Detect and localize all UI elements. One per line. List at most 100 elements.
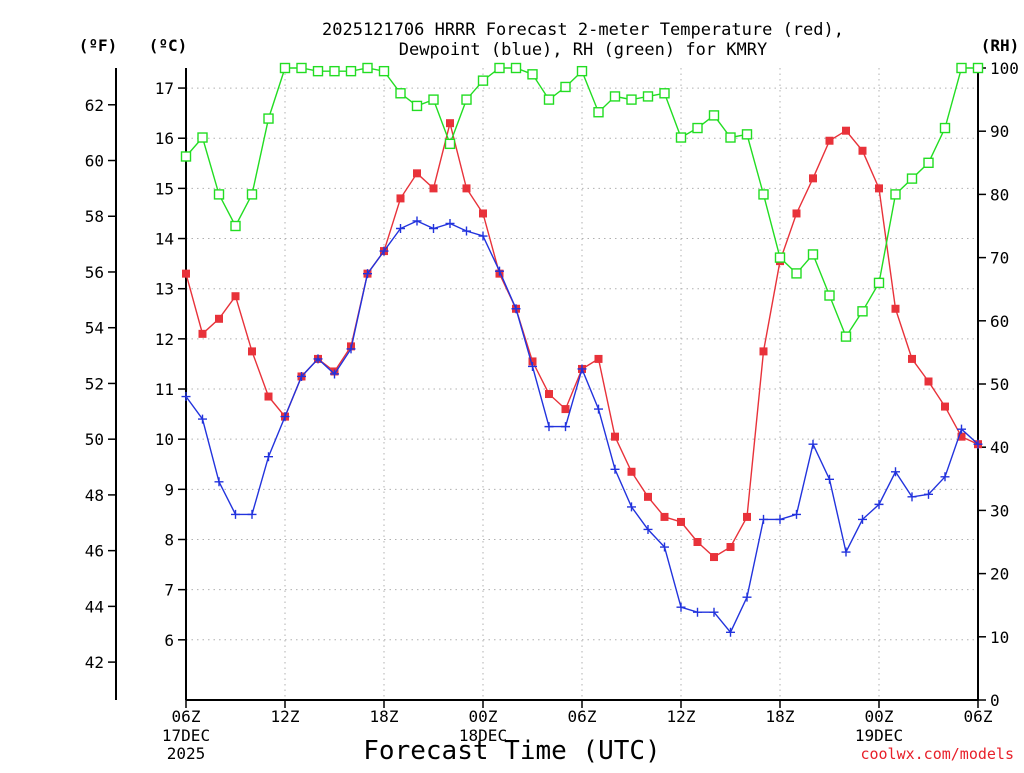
axes: 6 7 8 9 10 11 12 13 14 15 16 17 42 44 46 48 50 52 54 56 58 60… <box>85 59 1019 763</box>
temperature-point <box>413 169 421 178</box>
dewpoint-point <box>676 602 686 612</box>
rh-point <box>890 189 901 200</box>
fahrenheit-tick-label: 44 <box>85 597 104 616</box>
dewpoint-point <box>775 514 785 524</box>
rh-point <box>741 129 753 140</box>
temperature-point <box>462 184 471 193</box>
rh-tick-label: 60 <box>990 312 1009 331</box>
dewpoint-point <box>594 404 603 414</box>
temperature-point <box>924 377 933 386</box>
rh-point <box>411 100 423 112</box>
chart-title: 2025121706 HRRR Forecast 2-meter Tempera… <box>322 20 844 40</box>
dewpoint-point <box>924 489 933 499</box>
temperature-point <box>644 492 652 501</box>
dewpoint-point <box>973 439 983 449</box>
rh-point <box>857 306 868 317</box>
x-tick-label: 06Z <box>964 707 993 726</box>
fahrenheit-tick-label: 46 <box>85 542 104 561</box>
x-tick-label: 12Z <box>667 707 696 726</box>
rh-point <box>180 151 192 162</box>
rh-point <box>725 132 736 143</box>
rh-point <box>873 277 885 289</box>
rh-point <box>791 268 802 279</box>
rh-point <box>956 62 967 74</box>
x-date-label: 17DEC <box>162 726 210 745</box>
credit-label: coolwx.com/models <box>860 745 1014 763</box>
rh-point <box>840 331 852 342</box>
dewpoint-point <box>412 216 422 226</box>
rh-point <box>642 91 654 102</box>
rh-tick-label: 30 <box>990 501 1009 520</box>
rh-point <box>675 132 687 143</box>
rh-point <box>510 62 522 74</box>
rh-point <box>477 75 489 86</box>
temperature-point <box>215 314 223 323</box>
rh-tick-label: 90 <box>990 122 1009 141</box>
dewpoint-point <box>577 364 587 374</box>
dewpoint-point <box>940 472 950 482</box>
dewpoint-point <box>247 509 257 519</box>
rh-point <box>296 62 307 74</box>
rh-tick-label: 0 <box>990 691 1000 710</box>
rh-point <box>609 91 621 102</box>
dewpoint-point <box>907 492 917 502</box>
temperature-point <box>743 512 751 521</box>
dewpoint-point <box>858 514 867 524</box>
dewpoint-point <box>396 224 405 234</box>
dewpoint-point <box>891 467 900 477</box>
dewpoint-point <box>330 369 339 379</box>
temperature-point <box>726 543 735 552</box>
dewpoint-point <box>429 224 438 234</box>
rh-point <box>428 94 439 105</box>
x-tick-label: 00Z <box>865 707 894 726</box>
temperature-point <box>611 432 619 441</box>
celsius-tick-label: 12 <box>155 330 174 349</box>
celsius-tick-label: 15 <box>155 179 174 198</box>
temperature-point <box>759 347 768 356</box>
temperature-point <box>825 136 834 145</box>
grid <box>186 68 978 700</box>
celsius-tick-label: 9 <box>164 480 174 499</box>
dewpoint-point <box>808 439 818 449</box>
rh-point <box>246 189 258 200</box>
dewpoint-point <box>346 344 356 354</box>
temperature-point <box>627 467 636 476</box>
rh-line <box>185 67 978 339</box>
x-tick-label: 00Z <box>469 707 498 726</box>
rh-tick-label: 10 <box>990 628 1009 647</box>
celsius-unit-label: (ºC) <box>149 36 188 55</box>
rh-point <box>329 65 340 77</box>
rh-point <box>461 94 472 105</box>
rh-point <box>345 65 357 77</box>
dewpoint-point <box>280 412 290 422</box>
x-tick-label: 06Z <box>568 707 597 726</box>
rh-tick-label: 50 <box>990 375 1009 394</box>
x-axis-title: Forecast Time (UTC) <box>363 736 660 766</box>
temperature-point <box>248 347 256 356</box>
dewpoint-point <box>181 392 191 402</box>
rh-tick-label: 80 <box>990 185 1009 204</box>
rh-point <box>560 81 571 93</box>
dewpoint-point <box>264 452 273 462</box>
celsius-tick-label: 17 <box>155 79 174 98</box>
temperature-point <box>677 517 685 526</box>
dewpoint-point <box>363 269 372 279</box>
rh-point <box>906 173 918 184</box>
fahrenheit-tick-label: 60 <box>85 152 104 171</box>
rh-point <box>378 65 390 77</box>
dewpoint-point <box>693 607 702 617</box>
temperature-point <box>528 357 537 366</box>
dewpoint-point <box>610 464 620 474</box>
celsius-tick-label: 13 <box>155 280 174 299</box>
temperature-point <box>429 184 438 193</box>
fahrenheit-tick-label: 42 <box>85 653 104 672</box>
rh-point <box>626 94 637 105</box>
temperature-point <box>941 402 949 411</box>
dewpoint-point <box>231 509 240 519</box>
dewpoint-point <box>726 627 735 637</box>
rh-point <box>939 122 951 134</box>
fahrenheit-tick-label: 52 <box>85 374 104 393</box>
temperature-point <box>809 174 817 183</box>
celsius-tick-label: 16 <box>155 129 174 148</box>
x-date-label: 18DEC <box>459 726 507 745</box>
